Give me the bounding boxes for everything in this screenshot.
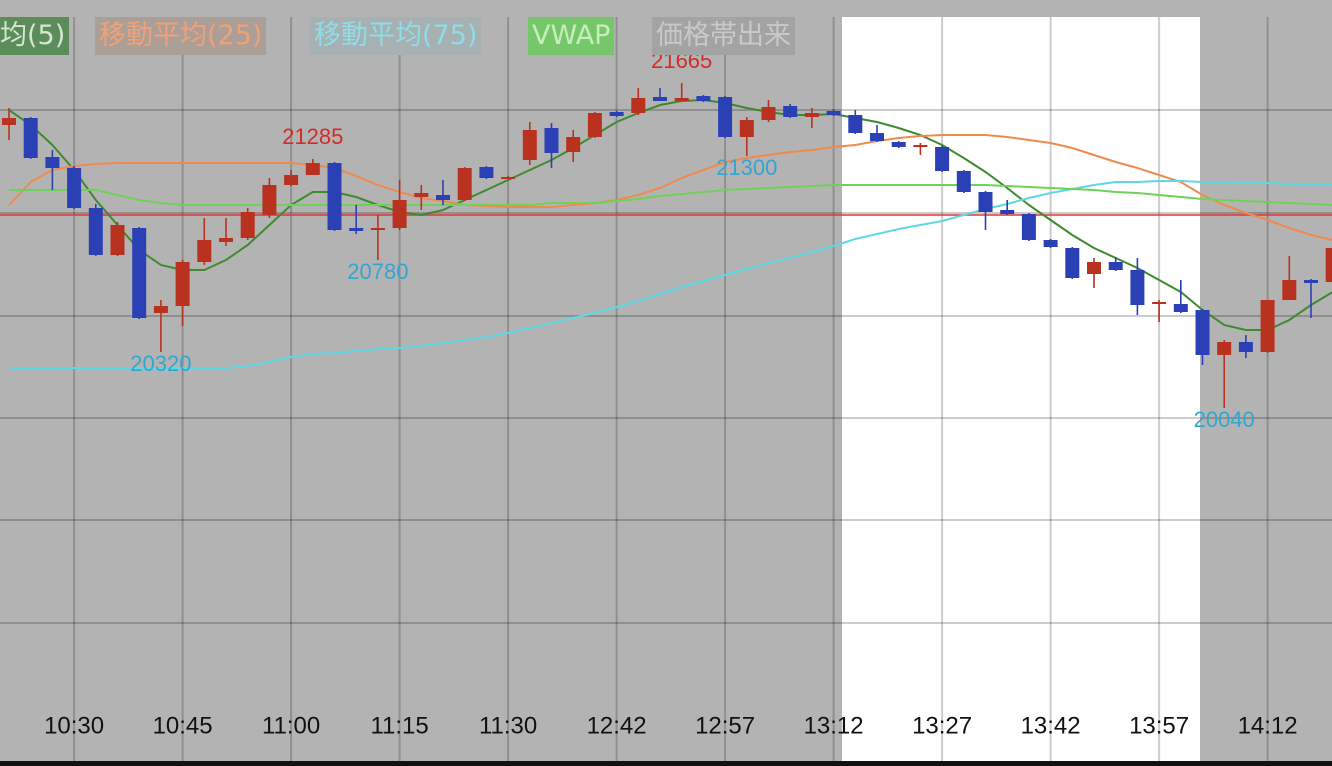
candle-body xyxy=(1304,280,1318,283)
legend-vwap[interactable]: VWAP xyxy=(528,17,615,55)
x-tick-label: 10:45 xyxy=(153,712,213,739)
candle-body xyxy=(870,133,884,141)
candle-body xyxy=(1217,342,1232,355)
ma-line xyxy=(9,180,1332,369)
candle-body xyxy=(219,238,233,242)
candle-body xyxy=(1087,262,1101,274)
low-label: 20040 xyxy=(1194,407,1255,432)
low-label: 20780 xyxy=(347,259,408,284)
x-tick-label: 13:12 xyxy=(804,712,864,739)
candle-body xyxy=(783,106,798,117)
candle-body xyxy=(327,163,342,230)
candle-body xyxy=(262,185,277,215)
low-label: 20320 xyxy=(130,351,191,376)
candle-body xyxy=(1021,214,1036,240)
candle-body xyxy=(1130,270,1145,305)
candle-body xyxy=(175,262,190,306)
candle-body xyxy=(392,200,407,228)
candle-body xyxy=(1238,342,1253,352)
x-tick-label: 13:57 xyxy=(1129,712,1189,739)
candle-body xyxy=(23,118,38,158)
x-tick-label: 13:27 xyxy=(912,712,972,739)
candle-body xyxy=(566,137,581,152)
ma-line xyxy=(8,98,1332,331)
x-tick-label: 12:57 xyxy=(695,712,755,739)
candle-body xyxy=(436,195,450,200)
candle-body xyxy=(826,111,841,115)
candle-body xyxy=(718,97,733,137)
candle-body xyxy=(674,98,689,101)
candle-body xyxy=(1043,240,1058,247)
candle-body xyxy=(1260,300,1275,352)
candle-body xyxy=(653,97,667,101)
candle-body xyxy=(457,168,472,200)
candle-body xyxy=(761,107,776,120)
x-tick-label: 11:15 xyxy=(370,712,428,739)
highlight-region xyxy=(842,17,1200,766)
low-label: 21300 xyxy=(716,155,777,180)
legend-ma25[interactable]: 移動平均(25) xyxy=(95,17,267,55)
candle-body xyxy=(739,120,754,137)
candle-body xyxy=(1065,248,1080,278)
candle-body xyxy=(479,167,494,178)
candle-body xyxy=(2,118,16,125)
candle-body xyxy=(110,225,125,255)
candle-body xyxy=(240,212,255,238)
candle-body xyxy=(1195,310,1210,355)
candle-body xyxy=(88,208,103,255)
x-tick-label: 12:42 xyxy=(587,712,647,739)
high-label: 21285 xyxy=(282,124,343,149)
candle-body xyxy=(978,192,993,212)
candle-body xyxy=(1173,304,1188,312)
candle-body xyxy=(1000,210,1015,214)
candle-body xyxy=(284,175,299,185)
candle-body xyxy=(1282,280,1297,300)
legend-ma5[interactable]: 均(5) xyxy=(0,17,70,55)
candle-body xyxy=(132,228,147,318)
candle-body xyxy=(1325,248,1332,282)
bottom-border xyxy=(0,761,1332,766)
candle-body xyxy=(153,306,168,313)
legend-volume-profile[interactable]: 価格帯出来 xyxy=(652,17,795,55)
x-tick-label: 14:12 xyxy=(1238,712,1298,739)
ma-line xyxy=(8,134,1332,241)
x-tick-label: 10:30 xyxy=(44,712,104,739)
candle-body xyxy=(609,112,624,116)
candle-body xyxy=(935,147,950,171)
candle-body xyxy=(696,96,711,101)
candle-body xyxy=(305,163,320,175)
candle-body xyxy=(197,240,212,262)
candle-body xyxy=(956,171,971,192)
candle-body xyxy=(501,177,516,179)
x-tick-label: 11:30 xyxy=(479,712,537,739)
candle-body xyxy=(45,157,60,168)
legend-ma75[interactable]: 移動平均(75) xyxy=(310,17,482,55)
candle-body xyxy=(1152,302,1167,304)
candle-body xyxy=(370,228,385,230)
candle-body xyxy=(891,142,906,147)
candle-body xyxy=(349,228,364,231)
x-tick-label: 11:00 xyxy=(262,712,320,739)
candle-body xyxy=(414,193,429,197)
candle-body xyxy=(522,130,537,160)
ma-line xyxy=(9,184,1332,206)
x-tick-label: 13:42 xyxy=(1021,712,1081,739)
candle-body xyxy=(804,113,819,117)
candle-body xyxy=(67,168,82,208)
candle-body xyxy=(544,128,559,153)
candle-body xyxy=(587,113,602,137)
candle-body xyxy=(1108,262,1123,270)
candle-body xyxy=(913,145,928,147)
candle-body xyxy=(848,115,863,133)
candle-body xyxy=(631,98,646,113)
